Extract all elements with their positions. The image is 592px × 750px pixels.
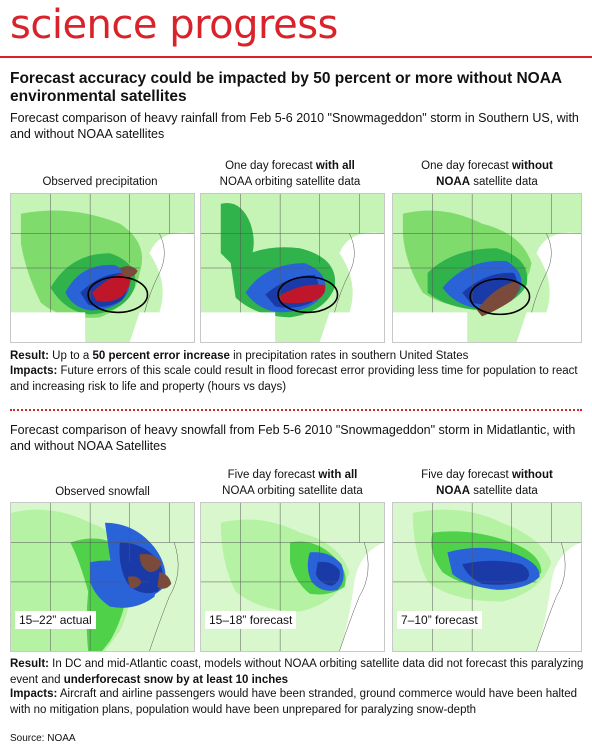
impacts-label: Impacts: xyxy=(10,365,58,377)
brand-rule xyxy=(0,56,592,58)
rainfall-impacts: Impacts: Future errors of this scale cou… xyxy=(10,364,585,395)
result-bold: 50 percent error increase xyxy=(92,350,230,362)
rain-map-with-satellite xyxy=(200,193,385,343)
caption-text: Five day forecast xyxy=(421,469,512,481)
snowfall-impacts: Impacts: Aircraft and airline passengers… xyxy=(10,687,585,718)
headline: Forecast accuracy could be impacted by 5… xyxy=(10,70,562,105)
rain-caption-observed: Observed precipitation xyxy=(10,174,190,190)
caption-bold: with all xyxy=(318,469,358,481)
rainfall-subtitle: Forecast comparison of heavy rainfall fr… xyxy=(10,111,579,141)
rain-caption-without: One day forecast without NOAA satellite … xyxy=(392,158,582,190)
impacts-text: Future errors of this scale could result… xyxy=(10,365,578,393)
snow-caption-observed: Observed snowfall xyxy=(10,484,195,500)
result-pre: Up to a xyxy=(48,350,93,362)
snow-map-label: 15–22” actual xyxy=(15,611,96,629)
rain-map-without-satellite xyxy=(392,193,582,343)
result-bold: underforecast snow by at least 10 inches xyxy=(63,673,289,686)
result-label: Result: xyxy=(10,350,49,362)
impacts-text: Aircraft and airline passengers would ha… xyxy=(10,688,578,716)
rainfall-result: Result: Up to a 50 percent error increas… xyxy=(10,349,585,365)
caption-line2-bold: NOAA xyxy=(436,485,471,497)
caption-line2: NOAA orbiting satellite data xyxy=(222,485,363,497)
snow-caption-with: Five day forecast with all NOAA orbiting… xyxy=(200,467,385,499)
caption-bold: without xyxy=(511,160,553,172)
result-post: in precipitation rates in southern Unite… xyxy=(229,350,469,362)
snow-map-label: 7–10” forecast xyxy=(397,611,482,629)
source-credit: Source: NOAA xyxy=(10,733,76,744)
section-divider xyxy=(10,409,582,411)
caption-bold: without xyxy=(511,469,553,481)
caption-text: One day forecast xyxy=(225,160,316,172)
caption-bold: with all xyxy=(315,160,355,172)
rain-map-observed xyxy=(10,193,195,343)
result-pre: In DC and mid-Atlantic coast, models wit… xyxy=(10,658,584,686)
rain-caption-with: One day forecast with all NOAA orbiting … xyxy=(200,158,380,190)
snow-map-observed: 15–22” actual xyxy=(10,502,195,652)
caption-line2: satellite data xyxy=(470,176,538,188)
caption-text: Five day forecast xyxy=(227,469,319,481)
snowfall-subtitle: Forecast comparison of heavy snowfall fr… xyxy=(10,423,576,453)
caption-line2-bold: NOAA xyxy=(436,176,471,188)
result-label: Result: xyxy=(10,658,49,670)
caption-line2: satellite data xyxy=(470,485,538,497)
caption-text: One day forecast xyxy=(421,160,512,172)
snow-map-label: 15–18” forecast xyxy=(205,611,297,629)
caption-text: Observed snowfall xyxy=(55,486,150,498)
snowfall-result: Result: In DC and mid-Atlantic coast, mo… xyxy=(10,657,585,688)
caption-text: Observed precipitation xyxy=(42,176,158,188)
snow-caption-without: Five day forecast without NOAA satellite… xyxy=(392,467,582,499)
snow-map-without-satellite: 7–10” forecast xyxy=(392,502,582,652)
brand-logo: science progress xyxy=(10,2,338,48)
caption-line2: NOAA orbiting satellite data xyxy=(219,176,361,188)
snow-map-with-satellite: 15–18” forecast xyxy=(200,502,385,652)
impacts-label: Impacts: xyxy=(10,688,58,700)
